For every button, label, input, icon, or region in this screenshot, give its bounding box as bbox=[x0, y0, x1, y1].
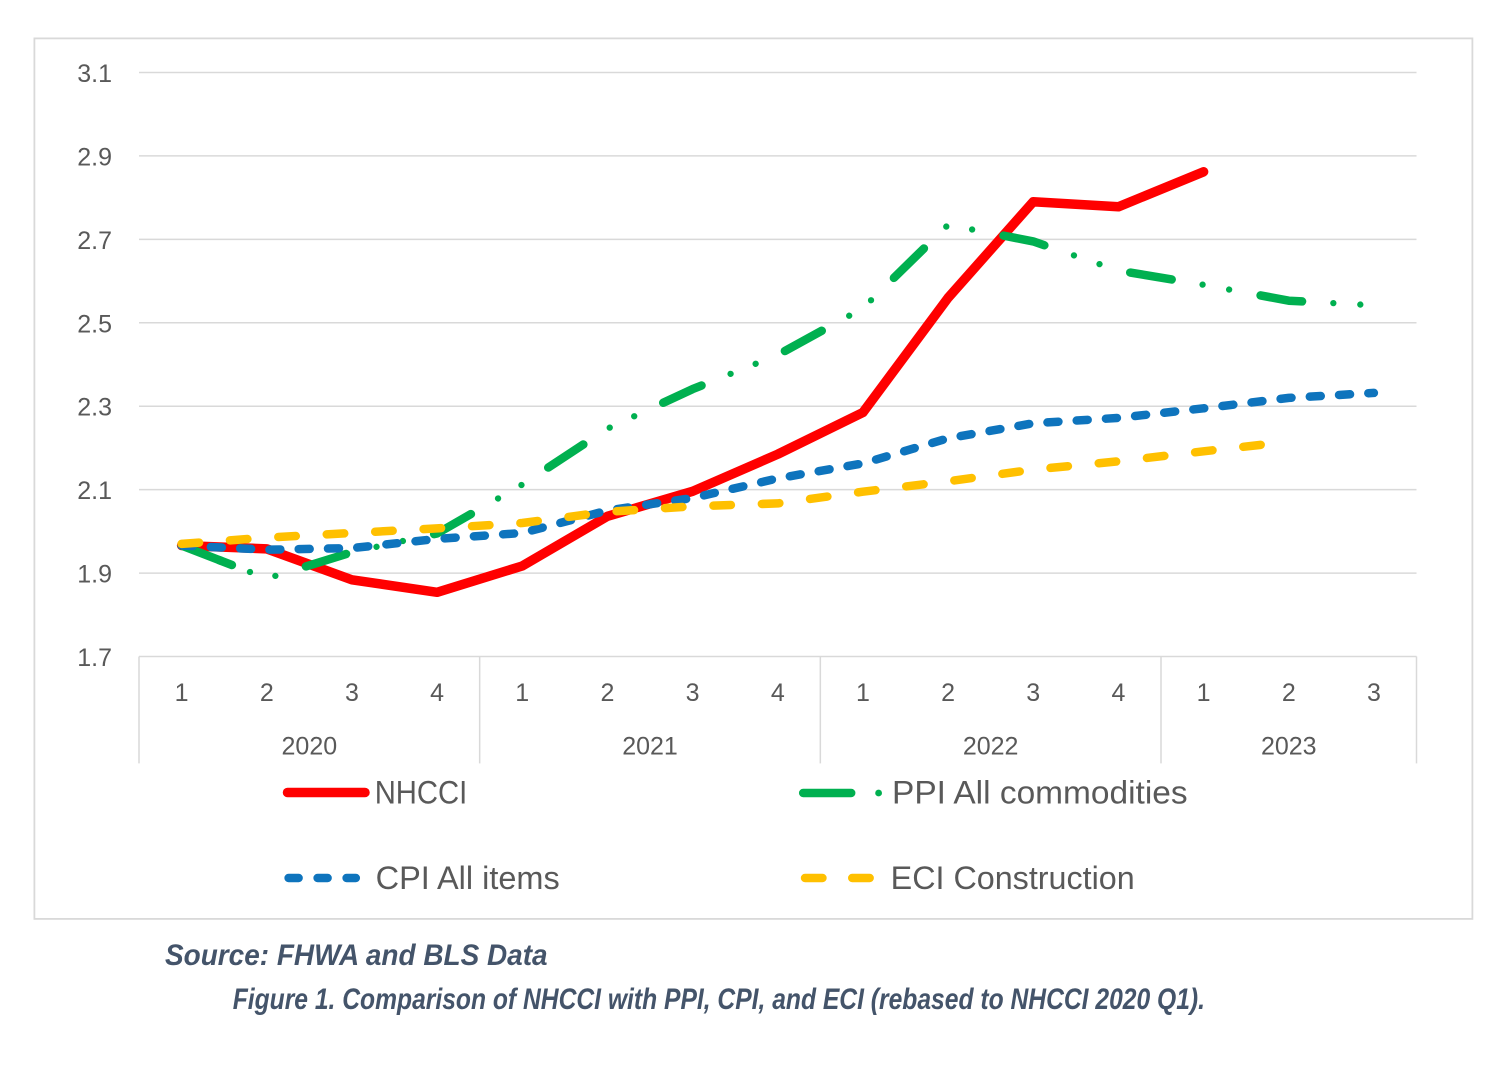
svg-text:2023: 2023 bbox=[1261, 733, 1317, 761]
svg-text:2: 2 bbox=[260, 679, 274, 707]
svg-text:2: 2 bbox=[941, 679, 955, 707]
svg-text:Figure 1. Comparison of NHCCI: Figure 1. Comparison of NHCCI with PPI, … bbox=[233, 983, 1205, 1016]
svg-text:2022: 2022 bbox=[963, 733, 1019, 761]
svg-text:2.9: 2.9 bbox=[77, 143, 112, 171]
svg-text:3: 3 bbox=[1026, 679, 1040, 707]
svg-text:1: 1 bbox=[1197, 679, 1211, 707]
svg-text:2.7: 2.7 bbox=[77, 227, 112, 255]
svg-text:PPI All commodities: PPI All commodities bbox=[892, 775, 1188, 811]
svg-text:1: 1 bbox=[515, 679, 529, 707]
svg-text:4: 4 bbox=[771, 679, 785, 707]
svg-text:3: 3 bbox=[686, 679, 700, 707]
svg-text:2020: 2020 bbox=[282, 733, 338, 761]
svg-text:3: 3 bbox=[1367, 679, 1381, 707]
svg-text:4: 4 bbox=[430, 679, 444, 707]
svg-text:2: 2 bbox=[1282, 679, 1296, 707]
svg-text:2: 2 bbox=[600, 679, 614, 707]
svg-text:1: 1 bbox=[175, 679, 189, 707]
svg-text:CPI All items: CPI All items bbox=[376, 860, 560, 896]
svg-text:1.9: 1.9 bbox=[77, 561, 112, 589]
svg-text:2.3: 2.3 bbox=[77, 394, 112, 422]
svg-text:3: 3 bbox=[345, 679, 359, 707]
svg-text:4: 4 bbox=[1111, 679, 1125, 707]
svg-text:3.1: 3.1 bbox=[77, 60, 112, 88]
svg-text:2.5: 2.5 bbox=[77, 310, 112, 338]
svg-text:1: 1 bbox=[856, 679, 870, 707]
svg-text:Source: FHWA and BLS Data: Source: FHWA and BLS Data bbox=[165, 939, 548, 972]
svg-text:NHCCI: NHCCI bbox=[375, 775, 468, 811]
svg-text:ECI Construction: ECI Construction bbox=[891, 860, 1135, 896]
svg-text:2021: 2021 bbox=[622, 733, 678, 761]
svg-text:1.7: 1.7 bbox=[77, 644, 112, 672]
svg-text:2.1: 2.1 bbox=[77, 477, 112, 505]
